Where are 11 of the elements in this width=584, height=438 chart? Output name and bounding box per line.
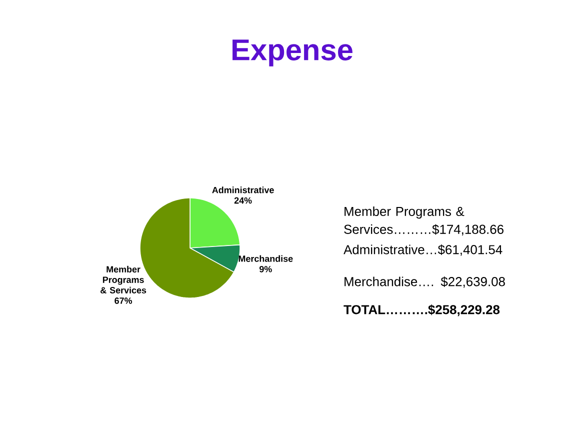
text: Administrative…$61,401.54: [344, 244, 502, 256]
text: TOTAL……….$258,229.28: [344, 304, 500, 316]
slice-label: Merchandise: [238, 255, 293, 262]
chart-title: Expense: [232, 40, 352, 66]
data-label: 67%: [114, 298, 132, 304]
slice-label: Member Programs & Services: [100, 266, 146, 294]
text: Member Programs & Services………$174,188.66: [344, 206, 504, 236]
text: Merchandise…. $22,639.08: [344, 276, 505, 288]
data-label: 9%: [259, 266, 272, 272]
slice-label: Administrative: [212, 186, 274, 194]
data-label: 24%: [234, 197, 252, 204]
